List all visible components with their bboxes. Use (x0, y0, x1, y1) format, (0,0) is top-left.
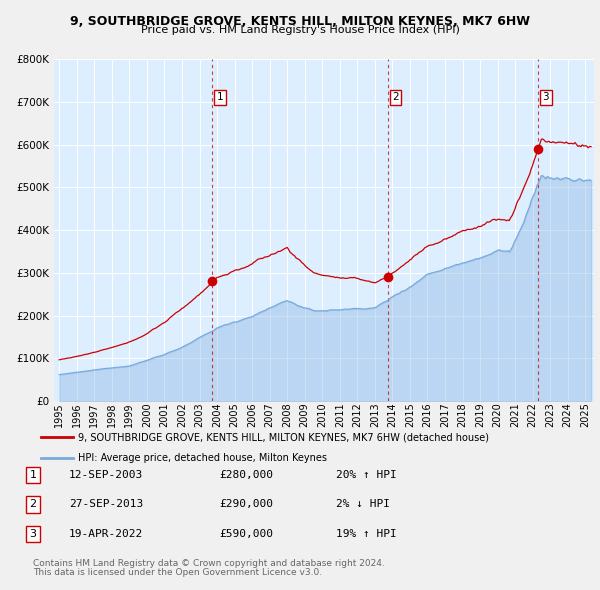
Text: 12-SEP-2003: 12-SEP-2003 (69, 470, 143, 480)
Text: 20% ↑ HPI: 20% ↑ HPI (336, 470, 397, 480)
Text: 2: 2 (29, 500, 37, 509)
Text: 2: 2 (392, 93, 399, 103)
Text: 19% ↑ HPI: 19% ↑ HPI (336, 529, 397, 539)
Text: 9, SOUTHBRIDGE GROVE, KENTS HILL, MILTON KEYNES, MK7 6HW (detached house): 9, SOUTHBRIDGE GROVE, KENTS HILL, MILTON… (78, 432, 489, 442)
Text: £590,000: £590,000 (219, 529, 273, 539)
Text: Price paid vs. HM Land Registry's House Price Index (HPI): Price paid vs. HM Land Registry's House … (140, 25, 460, 35)
Text: £290,000: £290,000 (219, 500, 273, 509)
Text: 1: 1 (29, 470, 37, 480)
Text: 9, SOUTHBRIDGE GROVE, KENTS HILL, MILTON KEYNES, MK7 6HW: 9, SOUTHBRIDGE GROVE, KENTS HILL, MILTON… (70, 15, 530, 28)
Text: This data is licensed under the Open Government Licence v3.0.: This data is licensed under the Open Gov… (33, 568, 322, 577)
Text: 27-SEP-2013: 27-SEP-2013 (69, 500, 143, 509)
Text: £280,000: £280,000 (219, 470, 273, 480)
Text: 3: 3 (29, 529, 37, 539)
Text: 1: 1 (217, 93, 223, 103)
Text: 3: 3 (542, 93, 549, 103)
Text: 19-APR-2022: 19-APR-2022 (69, 529, 143, 539)
Text: HPI: Average price, detached house, Milton Keynes: HPI: Average price, detached house, Milt… (78, 453, 327, 463)
Text: 2% ↓ HPI: 2% ↓ HPI (336, 500, 390, 509)
Text: Contains HM Land Registry data © Crown copyright and database right 2024.: Contains HM Land Registry data © Crown c… (33, 559, 385, 568)
